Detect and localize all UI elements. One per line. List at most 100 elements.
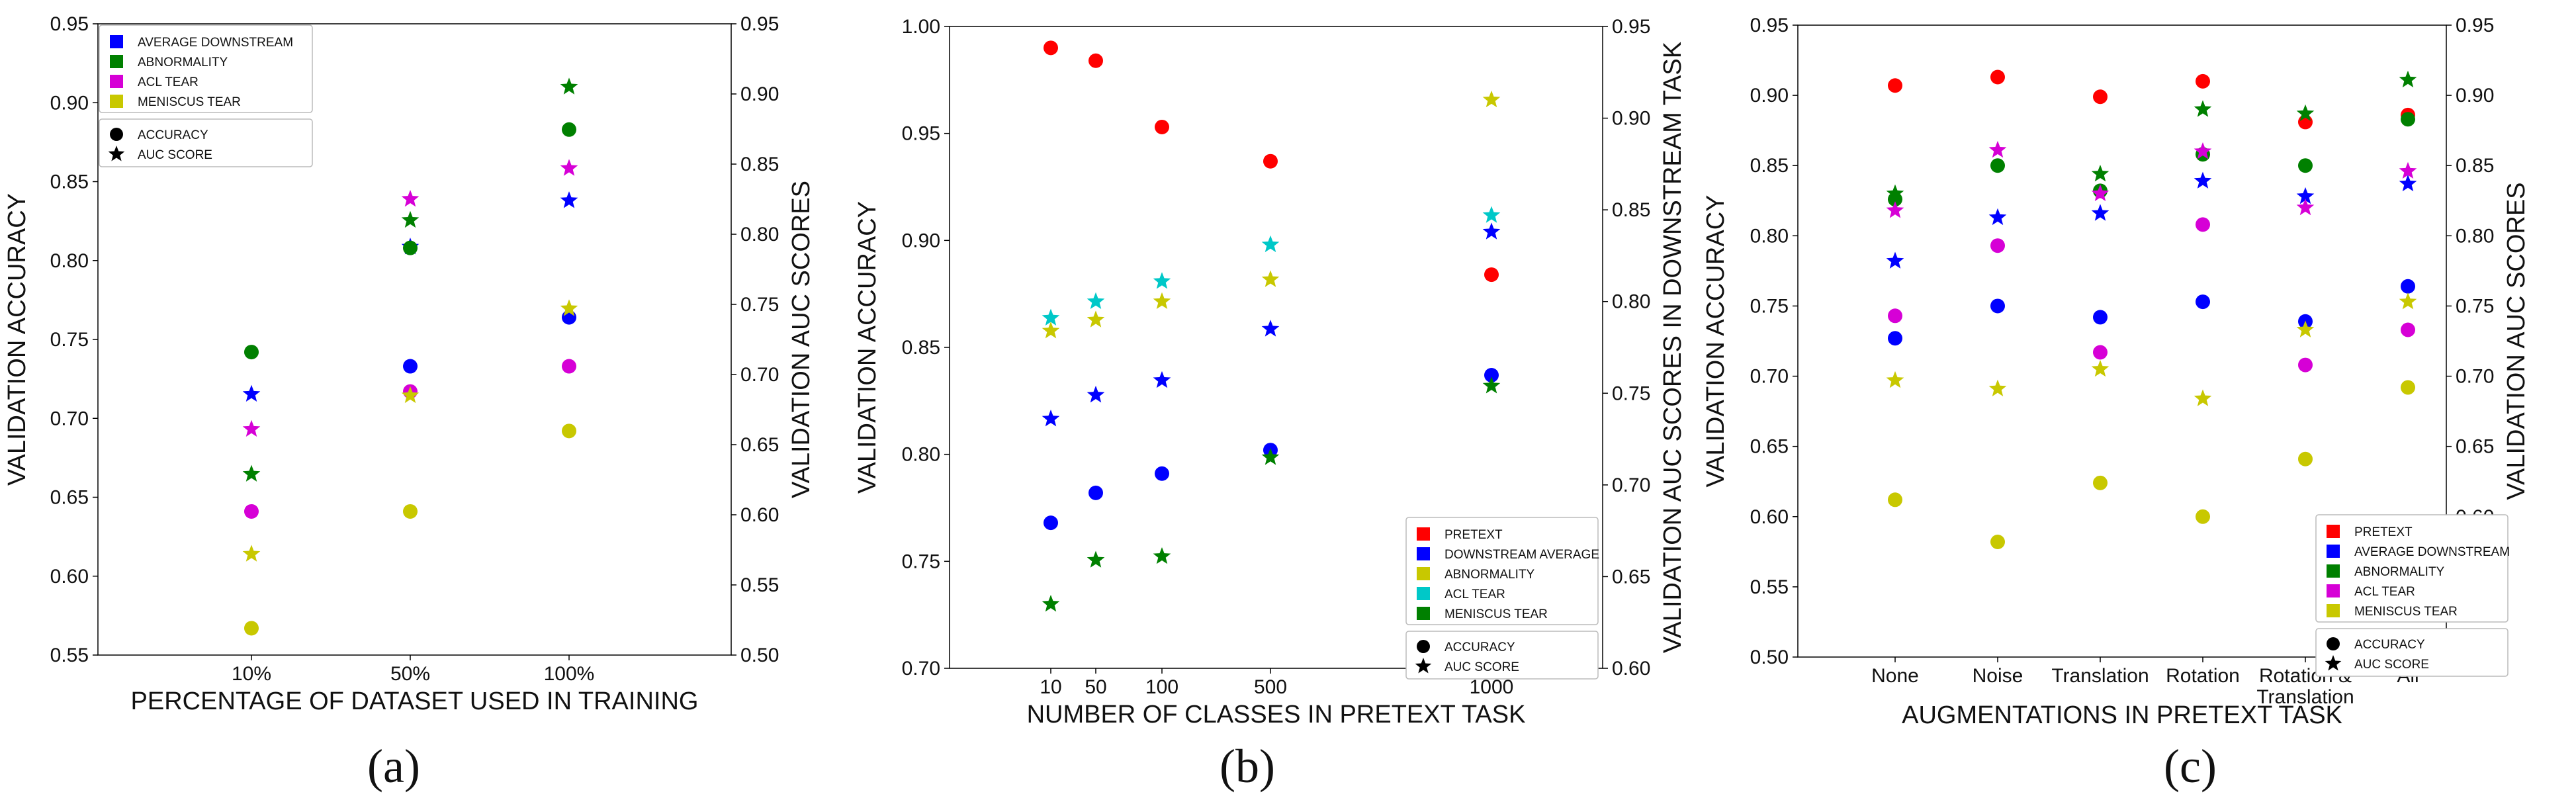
auc-point (1153, 292, 1171, 310)
auc-point (2296, 198, 2315, 216)
legend-label: ACL TEAR (2354, 585, 2415, 599)
auc-point (2194, 171, 2212, 189)
legend-label: MENISCUS TEAR (1444, 607, 1548, 621)
legend-swatch (110, 35, 123, 48)
y-tick-label: 0.75 (1750, 295, 1789, 317)
auc-point (2194, 389, 2212, 406)
y2-tick-label: 0.90 (740, 83, 779, 105)
x-tick-label: None (1871, 665, 1919, 687)
y-tick-label: 0.70 (902, 658, 940, 680)
legend-label: MENISCUS TEAR (138, 95, 241, 109)
x-axis-title: AUGMENTATIONS IN PRETEXT TASK (1902, 701, 2342, 729)
y2-tick-label: 0.95 (1612, 16, 1650, 38)
auc-point (2091, 359, 2110, 377)
y2-tick-label: 0.85 (2456, 155, 2494, 177)
legend-label: AVERAGE DOWNSTREAM (2354, 545, 2510, 559)
chart-panel-2: 0.50 0.55 0.60 0.65 0.70 0.75 0.80 0.85 0.90 0.95… (1702, 15, 2530, 793)
auc-point (1988, 379, 2007, 396)
accuracy-point (1990, 534, 2005, 549)
auc-point (1153, 272, 1171, 289)
auc-point (1261, 270, 1280, 287)
legend-star-marker (1415, 658, 1432, 674)
legend-circle-marker (110, 128, 123, 141)
accuracy-point (1155, 119, 1169, 134)
accuracy-point (1155, 466, 1169, 481)
x-axis-title: PERCENTAGE OF DATASET USED IN TRAINING (131, 687, 699, 715)
legend-swatch (1417, 567, 1430, 580)
legend-label: AUC SCORE (2354, 658, 2429, 672)
y2-tick-label: 0.85 (740, 154, 779, 175)
x-tick-label: 1000 (1470, 676, 1514, 698)
auc-point (2399, 292, 2417, 310)
y2-tick-label: 0.75 (2456, 295, 2494, 317)
y-tick-label: 0.85 (50, 171, 89, 193)
y-axis-title: VALIDATION ACCURACY (3, 193, 31, 486)
auc-point (2399, 161, 2417, 179)
legend: PRETEXT AVERAGE DOWNSTREAM ABNORMALITY ACL … (2315, 514, 2510, 677)
legend-swatch (2327, 584, 2340, 597)
y2-tick-label: 0.75 (740, 294, 779, 316)
x-tick-label: Rotation (2166, 665, 2240, 687)
chart-panel-0: 0.55 0.60 0.65 0.70 0.75 0.80 0.85 0.90 0.95 0.50… (3, 13, 815, 793)
legend-label: ACCURACY (1444, 641, 1515, 654)
legend-swatch (2327, 564, 2340, 578)
y2-tick-label: 0.70 (2456, 366, 2494, 388)
legend-label: ACCURACY (138, 128, 208, 142)
y-tick-label: 0.95 (50, 13, 89, 35)
auc-point (1087, 292, 1105, 310)
accuracy-point (244, 621, 259, 636)
auc-point (1042, 308, 1060, 326)
legend-label: ACL TEAR (138, 75, 199, 89)
y-tick-label: 0.90 (50, 92, 89, 114)
accuracy-point (1990, 69, 2005, 85)
accuracy-point (2298, 158, 2313, 173)
plot-frame (97, 23, 732, 656)
auc-point (2399, 70, 2417, 88)
auc-point (1153, 371, 1171, 388)
y-tick-label: 0.95 (1750, 15, 1789, 36)
auc-point (2296, 187, 2315, 204)
auc-point (242, 420, 261, 437)
auc-point (401, 190, 420, 207)
auc-point (1482, 222, 1501, 240)
legend-label: PRETEXT (2354, 525, 2413, 539)
legend-star-marker (108, 146, 125, 161)
auc-point (1261, 320, 1280, 337)
accuracy-point (2298, 451, 2313, 466)
panel-caption: (a) (367, 740, 420, 793)
accuracy-point (2196, 294, 2210, 310)
y2-tick-label: 0.75 (1612, 382, 1650, 404)
y2-tick-label: 0.60 (740, 504, 779, 526)
accuracy-point (1990, 298, 2005, 314)
y-tick-label: 0.60 (1750, 506, 1789, 528)
auc-point (1988, 140, 2007, 158)
accuracy-point (244, 345, 259, 360)
y-tick-label: 0.65 (1750, 436, 1789, 458)
accuracy-point (2196, 73, 2210, 89)
y2-tick-label: 0.65 (2456, 436, 2494, 458)
auc-point (1042, 410, 1060, 427)
accuracy-point (2196, 509, 2210, 524)
y-tick-label: 0.80 (902, 444, 940, 466)
auc-point (1087, 310, 1105, 328)
y-tick-label: 0.80 (1750, 225, 1789, 247)
auc-point (2091, 164, 2110, 182)
accuracy-point (1888, 78, 1902, 93)
accuracy-point (2401, 380, 2415, 395)
auc-point (2091, 204, 2110, 221)
auc-point (1482, 206, 1501, 223)
y2-tick-label: 0.85 (1612, 199, 1650, 221)
y-tick-label: 0.55 (1750, 576, 1789, 598)
y2-tick-label: 0.70 (740, 364, 779, 386)
legend-label: ACL TEAR (1444, 588, 1505, 601)
y-tick-label: 0.65 (50, 487, 89, 509)
auc-point (2399, 174, 2417, 192)
accuracy-point (2401, 112, 2415, 127)
legend-label: AUC SCORE (138, 148, 212, 162)
legend-circle-marker (2327, 637, 2340, 650)
legend-swatch (1417, 587, 1430, 600)
y2-tick-label: 0.65 (1612, 566, 1650, 588)
y-tick-label: 0.60 (50, 566, 89, 588)
legend-box (1405, 631, 1599, 680)
legend-swatch (2327, 604, 2340, 617)
